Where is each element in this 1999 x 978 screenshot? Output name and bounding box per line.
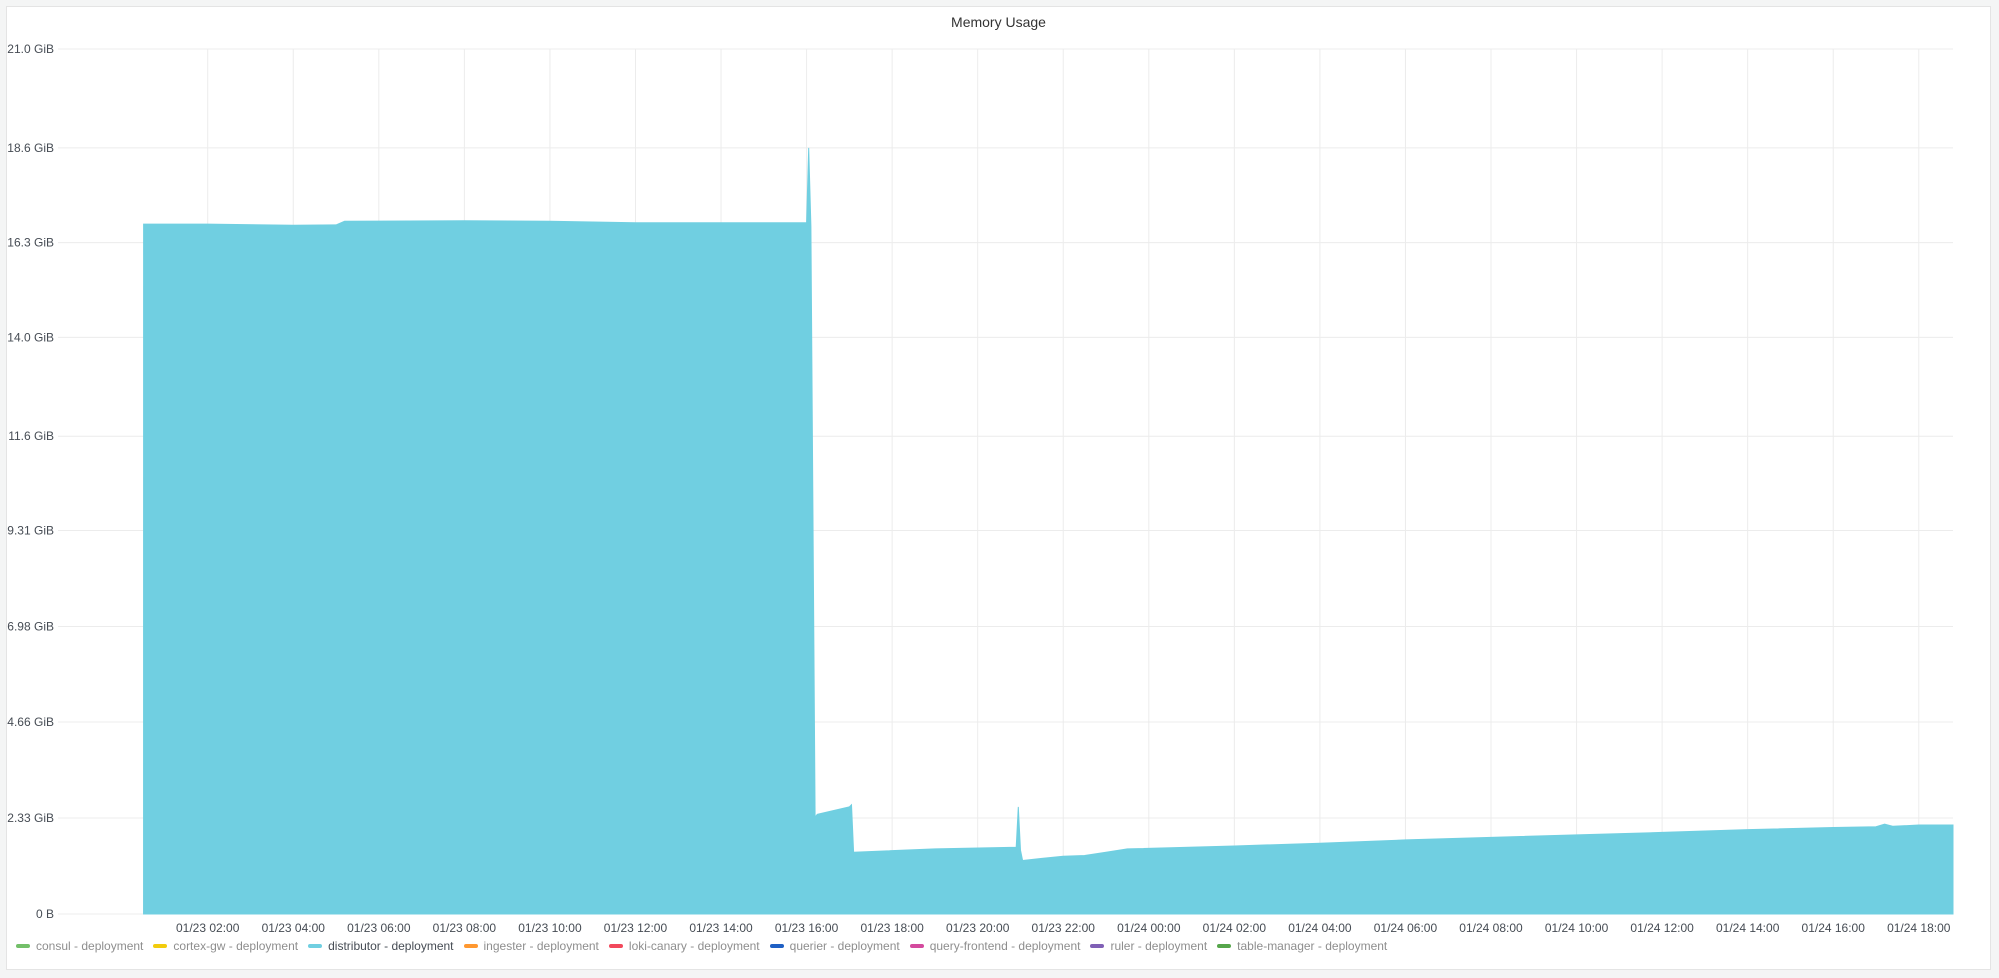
x-tick-label: 01/23 22:00 [1032,921,1096,935]
legend-label: ruler - deployment [1110,939,1208,953]
legend-item[interactable]: table-manager - deployment [1217,939,1387,953]
legend-item[interactable]: querier - deployment [769,939,900,953]
legend-item[interactable]: ingester - deployment [463,939,599,953]
x-tick-label: 01/24 18:00 [1887,921,1951,935]
x-tick-label: 01/24 14:00 [1716,921,1780,935]
legend-swatch-icon [463,944,478,948]
series-area-distributor[interactable] [143,147,1954,915]
legend-swatch-icon [608,944,623,948]
x-axis: 01/23 02:00 01/23 04:00 01/23 06:00 01/23 0… [176,921,1951,935]
legend-item[interactable]: ruler - deployment [1090,939,1207,953]
y-tick-label: 16.3 GiB [7,236,54,250]
legend-swatch-icon [1090,944,1105,948]
x-tick-label: 01/23 20:00 [946,921,1010,935]
legend-label: table-manager - deployment [1237,939,1388,953]
y-tick-label: 21.0 GiB [7,42,54,56]
legend-label: ingester - deployment [483,939,599,953]
panel-title[interactable]: Memory Usage [951,14,1046,30]
legend-swatch-icon [769,944,784,948]
legend-label: query-frontend - deployment [929,939,1081,953]
legend-swatch-icon [153,944,168,948]
legend-item[interactable]: query-frontend - deployment [909,939,1081,953]
x-tick-label: 01/23 12:00 [604,921,668,935]
y-tick-label: 2.33 GiB [7,811,54,825]
legend-swatch-icon [16,944,30,948]
legend-swatch-icon [1217,944,1232,948]
x-tick-label: 01/23 16:00 [775,921,839,935]
legend-label: loki-canary - deployment [628,939,760,953]
legend-label: consul - deployment [36,939,144,953]
legend-swatch-icon [909,944,924,948]
legend-swatch-icon [308,944,323,948]
x-tick-label: 01/24 02:00 [1203,921,1267,935]
y-tick-label: 11.6 GiB [8,429,54,443]
x-tick-label: 01/24 04:00 [1288,921,1352,935]
legend-item[interactable]: cortex-gw - deployment [153,939,298,953]
x-tick-label: 01/24 00:00 [1117,921,1181,935]
x-tick-label: 01/24 08:00 [1459,921,1523,935]
legend-label: querier - deployment [789,939,900,953]
x-tick-label: 01/23 04:00 [262,921,326,935]
legend-label: cortex-gw - deployment [173,939,299,953]
y-tick-label: 14.0 GiB [7,330,54,344]
legend-item[interactable]: consul - deployment [16,939,143,953]
x-tick-label: 01/23 10:00 [518,921,582,935]
x-tick-label: 01/23 06:00 [347,921,411,935]
x-tick-label: 01/24 10:00 [1545,921,1609,935]
y-tick-label: 18.6 GiB [7,141,54,155]
x-tick-label: 01/23 02:00 [176,921,240,935]
legend-item[interactable]: loki-canary - deployment [608,939,760,953]
x-tick-label: 01/23 08:00 [433,921,497,935]
y-tick-label: 9.31 GiB [7,524,54,538]
y-tick-label: 6.98 GiB [7,619,54,633]
x-tick-label: 01/24 12:00 [1630,921,1694,935]
y-tick-label: 4.66 GiB [7,715,54,729]
y-tick-label: 0 B [36,907,54,921]
legend: consul - deployment cortex-gw - deploymen… [16,936,1387,956]
x-tick-label: 01/24 06:00 [1374,921,1438,935]
x-tick-label: 01/23 14:00 [689,921,753,935]
legend-label: distributor - deployment [328,939,454,953]
x-tick-label: 01/23 18:00 [860,921,924,935]
x-tick-label: 01/24 16:00 [1802,921,1866,935]
series-layer [143,147,1954,915]
legend-item[interactable]: distributor - deployment [308,939,454,953]
y-axis: 0 B 2.33 GiB 4.66 GiB 6.98 GiB 9.31 GiB 11.6 … [7,42,54,921]
